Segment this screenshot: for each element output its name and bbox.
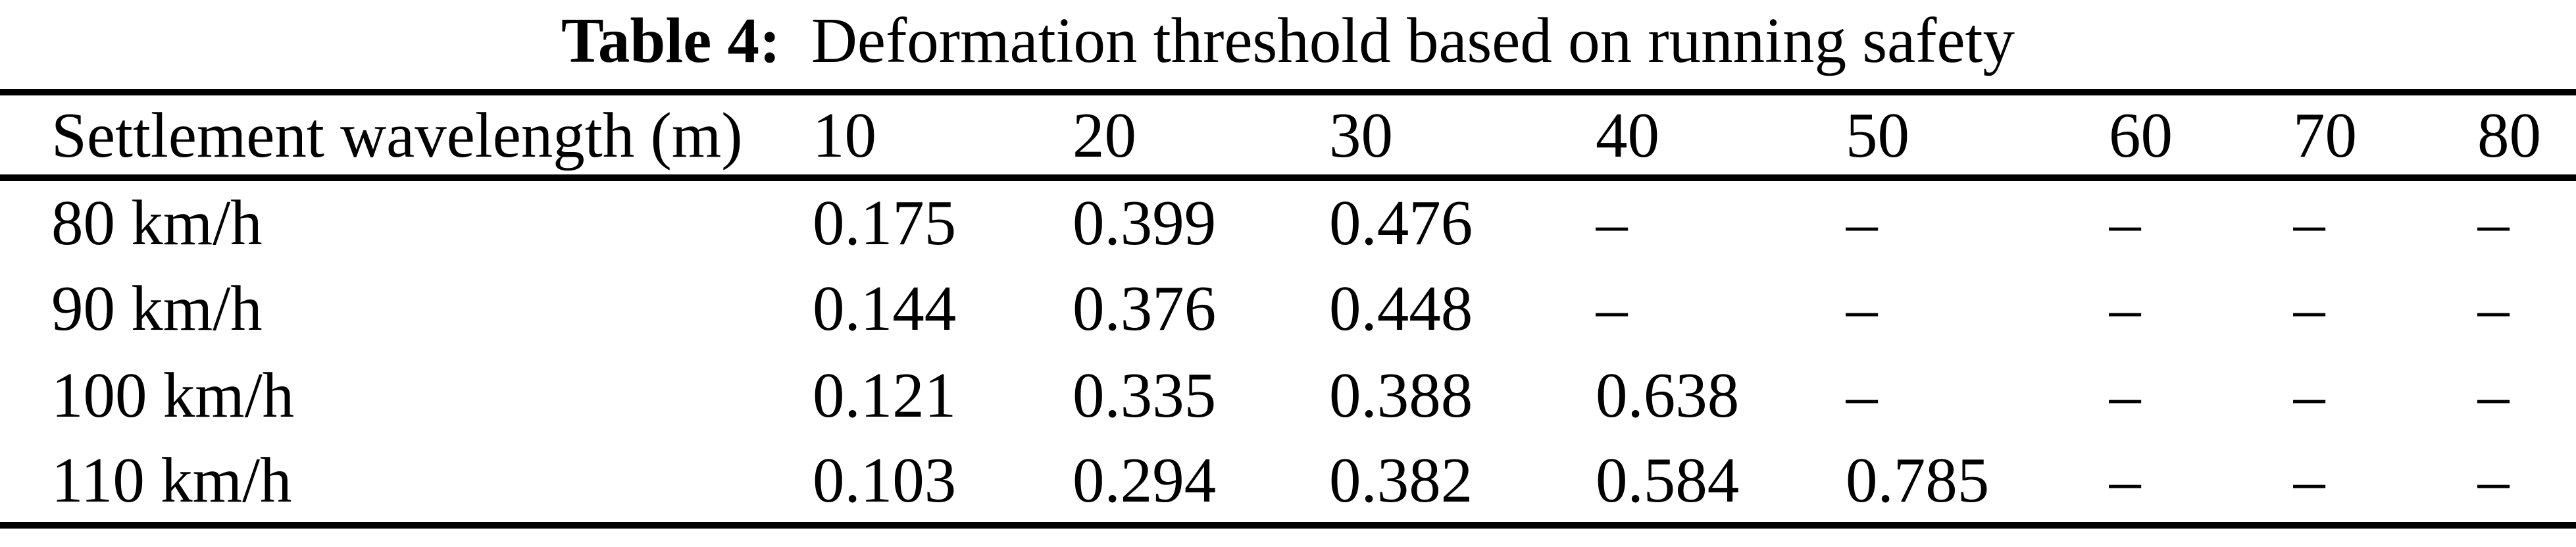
table-cell: 0.584 [1596,445,1740,515]
table-cell: – [1596,273,1628,344]
table-cell: 0.388 [1329,359,1473,430]
table-cell: 0.294 [1073,445,1217,515]
table-cell: – [2293,273,2325,344]
deformation-threshold-table: Settlement wavelength (m) 10 20 30 40 50… [0,89,2576,529]
table-cell: – [1846,188,1878,258]
table-cell: 0.335 [1073,359,1217,430]
table-cell: 0.382 [1329,445,1473,515]
table-cell: – [2293,359,2325,430]
column-header-80: 80 [2477,92,2576,181]
column-header-20: 20 [1073,92,1329,181]
table-cell: 0.448 [1329,273,1473,344]
column-header-70: 70 [2293,92,2477,181]
column-header-50: 50 [1846,92,2109,181]
table-caption: Table 4: Deformation threshold based on r… [0,4,2576,78]
table-cell: – [2477,273,2510,344]
column-header-settlement-wavelength: Settlement wavelength (m) [0,92,813,181]
table-cell: 0.399 [1073,188,1217,258]
table-row-90kmh: 90 km/h 0.144 0.376 0.448 – – – – – [0,265,2576,352]
table-cell: 0.175 [813,188,957,258]
table-cell: – [1846,273,1878,344]
row-label: 110 km/h [51,445,292,515]
column-header-10: 10 [813,92,1073,181]
table-cell: 0.476 [1329,188,1473,258]
column-header-30: 30 [1329,92,1596,181]
table-cell: – [2477,359,2510,430]
header-row: Settlement wavelength (m) 10 20 30 40 50… [0,92,2576,181]
row-label: 80 km/h [51,188,263,258]
table-cell: 0.103 [813,445,957,515]
table-cell: 0.376 [1073,273,1217,344]
table-cell: – [2109,359,2141,430]
table-cell: 0.121 [813,359,957,430]
table-row-80kmh: 80 km/h 0.175 0.399 0.476 – – – – – [0,178,2576,265]
column-header-40: 40 [1596,92,1846,181]
table-cell: – [2293,445,2325,515]
table-cell: – [2477,445,2510,515]
table-cell: – [1596,188,1628,258]
table-caption-label: Table 4: [561,5,781,76]
table-cell: 0.638 [1596,359,1740,430]
table-cell: – [2109,273,2141,344]
table-cell: – [1846,359,1878,430]
table-row-110kmh: 110 km/h 0.103 0.294 0.382 0.584 0.785 –… [0,438,2576,525]
table-cell: – [2109,445,2141,515]
row-label: 90 km/h [51,273,263,344]
table-cell: 0.785 [1846,445,1990,515]
table-cell: – [2293,188,2325,258]
table-cell: – [2109,188,2141,258]
table-cell: – [2477,188,2510,258]
table-row-100kmh: 100 km/h 0.121 0.335 0.388 0.638 – – – – [0,352,2576,438]
table-cell: 0.144 [813,273,957,344]
column-header-60: 60 [2109,92,2293,181]
table-caption-text: Deformation threshold based on running s… [811,5,2015,76]
row-label: 100 km/h [51,359,295,430]
